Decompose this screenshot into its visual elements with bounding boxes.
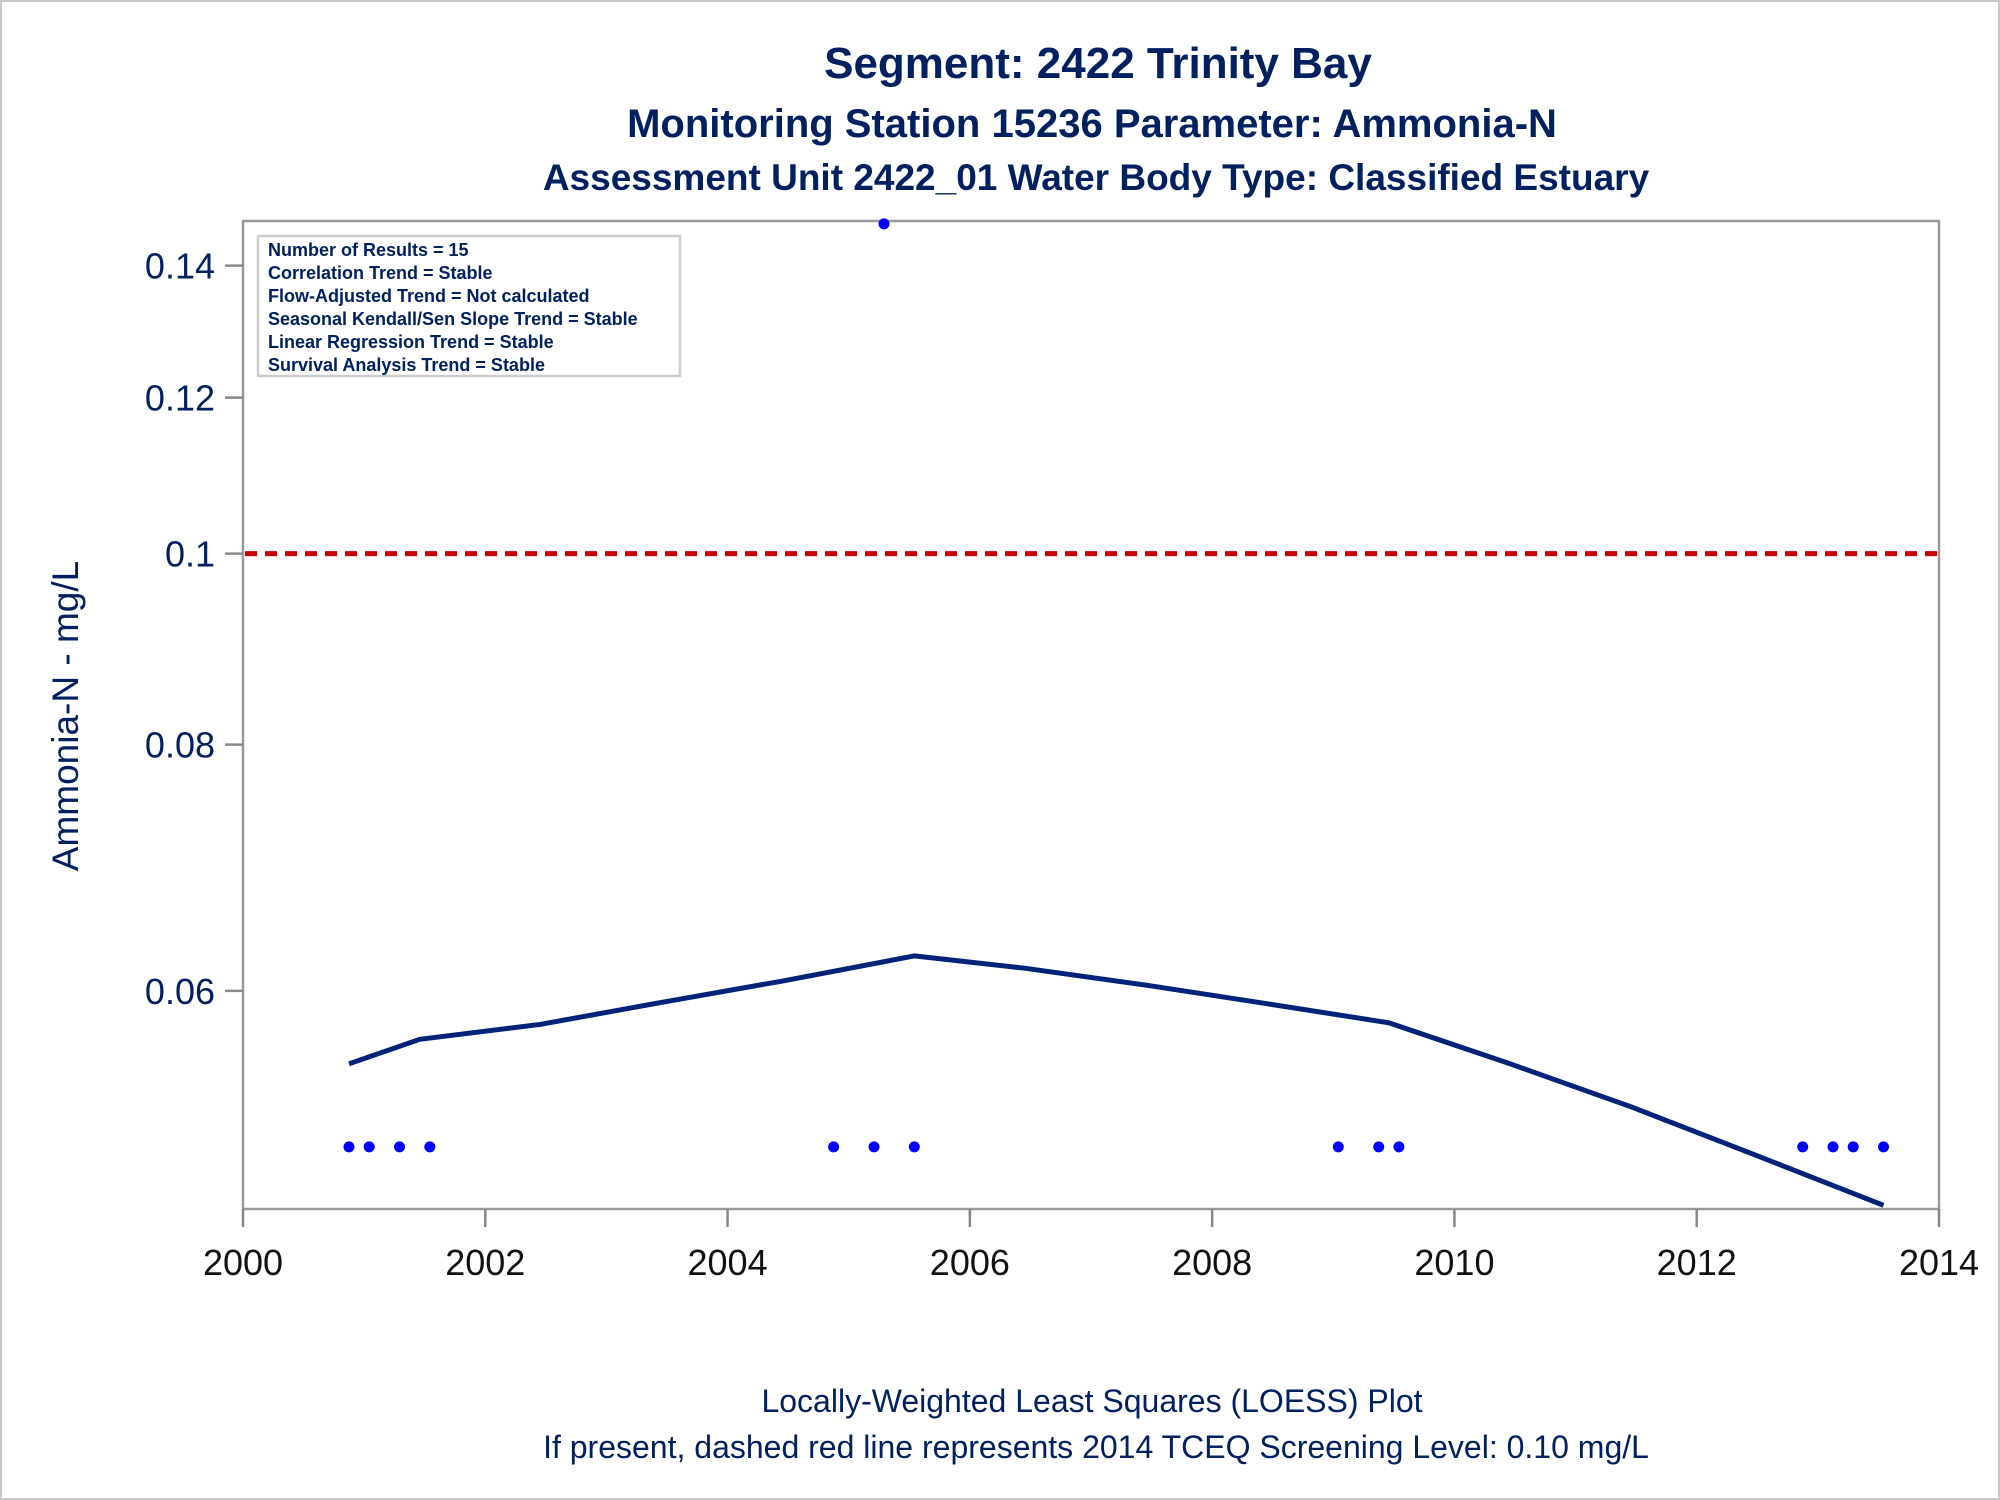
data-point-12	[1827, 1141, 1839, 1153]
chart-subtitle-assessment: Assessment Unit 2422_01 Water Body Type:…	[543, 157, 1650, 198]
y-tick-label-3: 0.12	[145, 378, 215, 419]
stats-flow-adjusted-trend: Flow-Adjusted Trend = Not calculated	[268, 286, 590, 306]
x-axis: 2000 2002 2004 2006 2008 2010 2012 2014	[203, 1209, 1979, 1283]
stats-box-border	[256, 234, 682, 378]
stats-box: Number of Results = 15 Correlation Trend…	[256, 234, 682, 378]
data-point-9	[1373, 1141, 1385, 1153]
x-tick-label-4: 2008	[1172, 1242, 1252, 1283]
data-point-2	[394, 1141, 405, 1153]
data-point-8	[1332, 1141, 1344, 1153]
data-point-0	[343, 1141, 355, 1153]
loess-curve	[348, 953, 1885, 1208]
stats-number-of-results: Number of Results = 15	[268, 240, 469, 260]
y-tick-label-1: 0.08	[145, 725, 215, 766]
y-tick-label-4: 0.14	[145, 246, 215, 287]
y-axis: 0.06 0.08 0.1 0.12 0.14	[145, 246, 243, 1012]
stats-survival-analysis-trend: Survival Analysis Trend = Stable	[268, 355, 545, 375]
stats-linear-regression-trend: Linear Regression Trend = Stable	[268, 332, 554, 352]
x-tick-label-6: 2012	[1657, 1242, 1737, 1283]
y-tick-label-2: 0.1	[165, 534, 215, 575]
footnote-loess: Locally-Weighted Least Squares (LOESS) P…	[761, 1383, 1422, 1419]
data-point-1	[363, 1141, 375, 1153]
data-point-10	[1393, 1141, 1405, 1153]
footnote-screening-level: If present, dashed red line represents 2…	[543, 1429, 1649, 1465]
data-point-3	[424, 1141, 436, 1153]
x-tick-label-5: 2010	[1414, 1242, 1494, 1283]
data-point-5	[868, 1141, 880, 1153]
x-tick-label-7: 2014	[1899, 1242, 1979, 1283]
x-tick-label-3: 2006	[930, 1242, 1010, 1283]
chart-subtitle-station: Monitoring Station 15236 Parameter: Ammo…	[627, 102, 1557, 146]
data-point-6	[878, 218, 890, 230]
data-point-4	[828, 1141, 840, 1153]
stats-seasonal-kendall-trend: Seasonal Kendall/Sen Slope Trend = Stabl…	[268, 309, 638, 329]
x-tick-label-2: 2004	[688, 1242, 768, 1283]
plot-area	[241, 219, 1941, 1211]
stats-correlation-trend: Correlation Trend = Stable	[268, 263, 493, 283]
y-tick-label-0: 0.06	[145, 971, 215, 1012]
y-axis-label: Ammonia-N - mg/L	[45, 561, 86, 871]
data-point-11	[1797, 1141, 1809, 1153]
data-point-13	[1847, 1141, 1859, 1153]
data-point-7	[908, 1141, 920, 1153]
chart-title: Segment: 2422 Trinity Bay	[824, 39, 1372, 88]
x-tick-label-0: 2000	[203, 1242, 283, 1283]
x-tick-label-1: 2002	[445, 1242, 525, 1283]
data-points	[343, 218, 1889, 1153]
data-point-14	[1878, 1141, 1889, 1153]
